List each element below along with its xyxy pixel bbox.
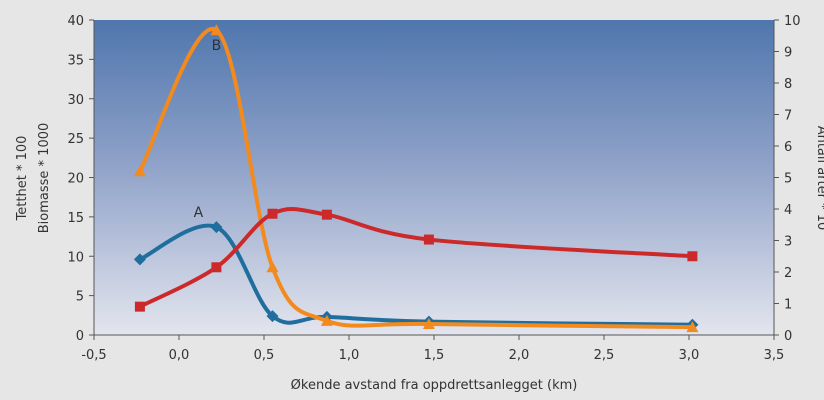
data-point — [210, 24, 223, 36]
y-right-tick-label: 0 — [784, 329, 792, 344]
data-point — [267, 208, 278, 219]
data-point — [133, 165, 146, 177]
series-annotation: B — [212, 38, 222, 54]
data-point — [321, 209, 332, 220]
x-tick-label: 2,0 — [509, 348, 530, 363]
y-left-tick-label: 20 — [67, 172, 84, 187]
data-point — [210, 221, 223, 234]
y-left-tick-label: 25 — [67, 132, 84, 147]
data-point — [423, 234, 434, 245]
y-left-tick-label: 5 — [76, 290, 84, 305]
x-tick-label: 0,5 — [254, 348, 275, 363]
data-point — [686, 321, 699, 333]
y-right-tick-label: 3 — [784, 235, 792, 250]
data-point — [320, 314, 333, 326]
y-right-tick-label: 1 — [784, 298, 792, 313]
y-left-tick-label: 0 — [76, 329, 84, 344]
x-tick-label: 2,5 — [594, 348, 615, 363]
y-left-tick-label: 15 — [67, 211, 84, 226]
series-annotation: A — [194, 205, 204, 221]
series-line — [137, 26, 695, 330]
y-right-tick-label: 8 — [784, 77, 792, 92]
data-point — [266, 310, 279, 323]
x-tick-label: -0,5 — [81, 348, 106, 363]
y-right-axis-title: Antall arter * 10 — [814, 126, 824, 231]
x-tick-label: 1,5 — [424, 348, 445, 363]
y-left-tick-label: 10 — [67, 250, 84, 265]
x-tick-label: 3,5 — [764, 348, 785, 363]
data-point — [266, 261, 279, 273]
y-right-tick-label: 4 — [784, 203, 792, 218]
data-point — [211, 262, 222, 273]
y-left-axis-title: Tetthet * 100 — [15, 136, 30, 222]
y-right-tick-label: 5 — [784, 172, 792, 187]
y-left-tick-label: 30 — [67, 93, 84, 108]
y-right-tick-label: 9 — [784, 46, 792, 61]
data-point — [687, 251, 698, 262]
data-point — [133, 253, 146, 266]
x-tick-label: 1,0 — [339, 348, 360, 363]
y-right-tick-label: 7 — [784, 109, 792, 124]
y-left-axis-title: Biomasse * 1000 — [37, 123, 52, 234]
x-axis-title: Økende avstand fra oppdrettsanlegget (km… — [291, 378, 578, 393]
plot-area — [94, 20, 774, 335]
data-point — [134, 301, 145, 312]
y-right-tick-label: 2 — [784, 266, 792, 281]
data-point — [422, 317, 435, 329]
x-tick-label: 0,0 — [169, 348, 190, 363]
y-right-tick-label: 6 — [784, 140, 792, 155]
y-right-tick-label: 10 — [784, 14, 801, 29]
y-left-tick-label: 35 — [67, 53, 84, 68]
y-left-tick-label: 40 — [67, 14, 84, 29]
x-tick-label: 3,0 — [679, 348, 700, 363]
